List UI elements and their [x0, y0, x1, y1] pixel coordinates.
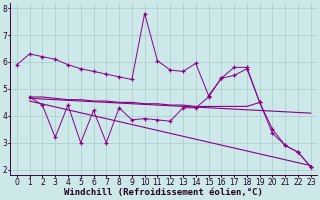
X-axis label: Windchill (Refroidissement éolien,°C): Windchill (Refroidissement éolien,°C) — [64, 188, 263, 197]
